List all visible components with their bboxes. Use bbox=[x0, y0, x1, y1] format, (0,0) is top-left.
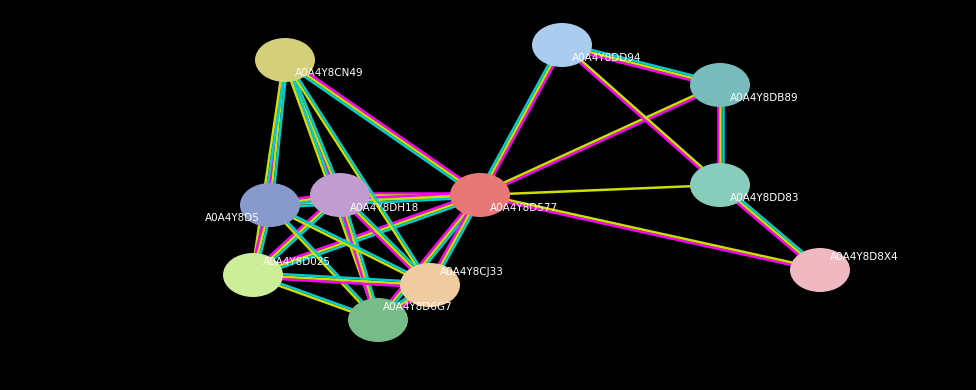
Text: A0A4Y8CJ33: A0A4Y8CJ33 bbox=[440, 267, 504, 277]
Text: A0A4Y8DD94: A0A4Y8DD94 bbox=[572, 53, 641, 63]
Text: A0A4Y8D577: A0A4Y8D577 bbox=[490, 203, 558, 213]
Ellipse shape bbox=[240, 183, 300, 227]
Text: A0A4Y8DB89: A0A4Y8DB89 bbox=[730, 93, 798, 103]
Ellipse shape bbox=[690, 163, 750, 207]
Text: A0A4Y8DD83: A0A4Y8DD83 bbox=[730, 193, 799, 203]
Text: A0A4Y8D6G7: A0A4Y8D6G7 bbox=[383, 302, 453, 312]
Text: A0A4Y8D8X4: A0A4Y8D8X4 bbox=[830, 252, 899, 262]
Text: A0A4Y8D5: A0A4Y8D5 bbox=[205, 213, 260, 223]
Ellipse shape bbox=[790, 248, 850, 292]
Ellipse shape bbox=[690, 63, 750, 107]
Ellipse shape bbox=[532, 23, 592, 67]
Text: A0A4Y8D025: A0A4Y8D025 bbox=[263, 257, 331, 267]
Ellipse shape bbox=[450, 173, 510, 217]
Text: A0A4Y8CN49: A0A4Y8CN49 bbox=[295, 68, 364, 78]
Ellipse shape bbox=[310, 173, 370, 217]
Ellipse shape bbox=[255, 38, 315, 82]
Ellipse shape bbox=[400, 263, 460, 307]
Ellipse shape bbox=[348, 298, 408, 342]
Text: A0A4Y8DH18: A0A4Y8DH18 bbox=[350, 203, 420, 213]
Ellipse shape bbox=[223, 253, 283, 297]
